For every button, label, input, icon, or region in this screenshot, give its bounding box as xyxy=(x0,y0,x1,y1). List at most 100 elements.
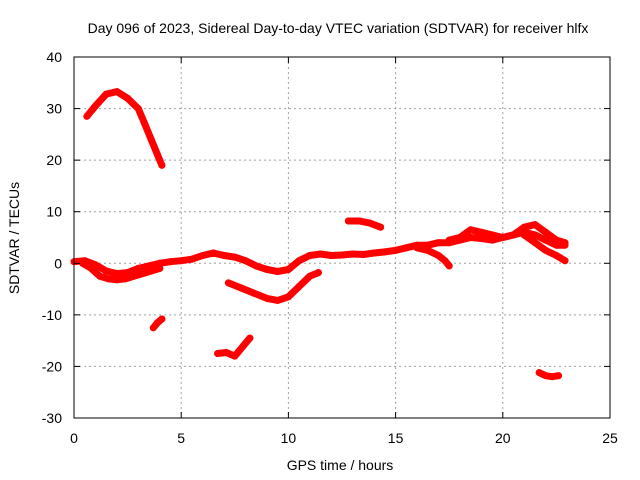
data-point xyxy=(327,252,335,259)
series-arc-high-hump xyxy=(83,88,166,169)
data-point xyxy=(263,294,271,302)
y-tick-label: -20 xyxy=(42,358,62,374)
series-arc-late-drop xyxy=(413,244,453,270)
data-point xyxy=(96,272,104,280)
grid-lines xyxy=(74,57,610,418)
data-point xyxy=(531,231,539,239)
data-point xyxy=(252,262,260,270)
data-point xyxy=(413,244,421,252)
series-arc-valley xyxy=(224,269,322,304)
series-line xyxy=(83,88,166,169)
data-point xyxy=(548,373,556,381)
data-point xyxy=(87,264,95,272)
data-point xyxy=(102,90,110,98)
data-point xyxy=(250,289,258,297)
y-tick-label: 30 xyxy=(46,101,62,117)
data-point xyxy=(122,275,129,283)
data-point xyxy=(520,231,528,239)
data-point xyxy=(188,255,196,263)
series-line xyxy=(79,259,164,284)
x-axis-label: GPS time / hours xyxy=(287,457,394,473)
data-point xyxy=(154,151,162,159)
data-point xyxy=(402,244,410,252)
data-point xyxy=(209,249,217,257)
data-point xyxy=(113,88,121,96)
data-point xyxy=(224,279,232,287)
y-axis-label: SDTVAR / TECUs xyxy=(6,182,22,294)
data-point xyxy=(467,234,475,241)
data-point xyxy=(317,250,325,258)
data-point xyxy=(370,249,378,257)
data-point xyxy=(542,246,550,254)
y-tick-label: 20 xyxy=(46,152,62,168)
x-tick-label: 15 xyxy=(388,430,404,446)
data-point xyxy=(147,136,155,143)
data-point xyxy=(231,352,239,360)
y-tick-label: -30 xyxy=(42,410,62,426)
series-arc-early-drop xyxy=(79,259,164,284)
data-point xyxy=(392,246,400,254)
plot-frame xyxy=(73,56,611,419)
data-point xyxy=(199,252,207,259)
data-point xyxy=(130,272,138,280)
data-point xyxy=(274,268,282,275)
data-point xyxy=(158,315,166,323)
data-point xyxy=(141,120,149,128)
data-point xyxy=(338,251,346,259)
data-point xyxy=(284,293,292,301)
data-point xyxy=(477,228,485,236)
x-tick-label: 10 xyxy=(281,430,297,446)
data-point xyxy=(424,246,432,254)
data-point xyxy=(124,94,132,102)
data-point xyxy=(535,369,543,377)
data-point xyxy=(531,221,539,229)
x-tick-label: 25 xyxy=(602,430,618,446)
data-point xyxy=(242,257,249,265)
data-series xyxy=(70,88,569,381)
series-line xyxy=(344,217,385,231)
series-arc-late-negative xyxy=(535,369,562,381)
data-point xyxy=(542,228,550,236)
x-tick-label: 0 xyxy=(70,430,78,446)
data-point xyxy=(134,105,142,113)
data-point xyxy=(79,259,87,267)
data-point xyxy=(134,264,142,272)
data-point xyxy=(139,270,147,278)
data-point xyxy=(381,248,389,256)
axis-ticks xyxy=(73,56,611,419)
tick-labels: 0 5 10 15 20 25 -30 -20 -10 0 10 20 30 40 xyxy=(42,49,618,446)
data-point xyxy=(83,112,91,120)
series-arc-short-negative xyxy=(149,315,166,332)
data-point xyxy=(377,223,385,231)
data-point xyxy=(542,372,550,380)
series-arc-late-upper xyxy=(445,221,569,247)
y-tick-label: 10 xyxy=(46,204,62,220)
data-point xyxy=(435,239,442,247)
series-arc-short-positive xyxy=(344,217,385,231)
data-point xyxy=(488,231,496,239)
data-point xyxy=(231,253,239,261)
series-arc-tail-drop xyxy=(520,231,569,265)
data-point xyxy=(104,275,112,283)
y-tick-label: 40 xyxy=(46,49,62,65)
x-tick-label: 5 xyxy=(177,430,185,446)
data-point xyxy=(561,239,569,247)
data-point xyxy=(239,342,247,350)
data-point xyxy=(359,251,367,258)
data-point xyxy=(246,334,254,342)
data-point xyxy=(344,217,352,225)
data-point xyxy=(113,276,121,284)
data-point xyxy=(284,266,292,273)
data-point xyxy=(542,236,550,244)
data-point xyxy=(274,296,282,304)
data-point xyxy=(167,258,174,266)
data-point xyxy=(306,252,314,259)
data-point xyxy=(445,262,453,270)
data-point xyxy=(552,236,560,244)
data-point xyxy=(177,257,185,265)
data-point xyxy=(220,252,228,259)
data-point xyxy=(102,267,110,275)
data-point xyxy=(456,234,464,241)
y-tick-label: -10 xyxy=(42,307,62,323)
